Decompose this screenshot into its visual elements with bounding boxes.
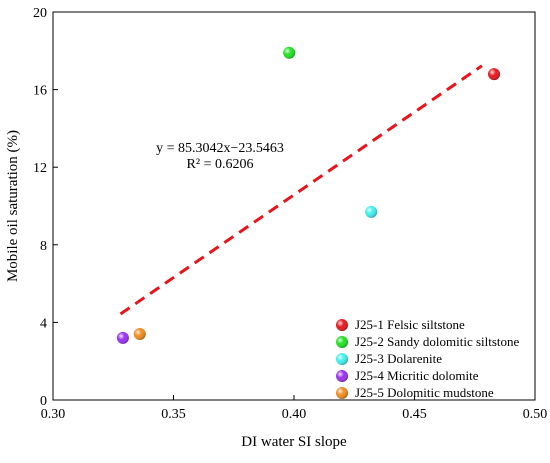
legend-label: J25-3 Dolarenite	[355, 351, 442, 366]
y-tick-label: 12	[33, 161, 47, 176]
legend-label: J25-5 Dolomitic mudstone	[355, 385, 494, 400]
legend-label: J25-1 Felsic siltstone	[355, 317, 465, 332]
x-tick-label: 0.40	[282, 407, 307, 422]
x-tick-label: 0.30	[41, 407, 66, 422]
data-point-shade	[488, 68, 500, 80]
x-axis-title: DI water SI slope	[241, 434, 347, 450]
data-point-shade	[134, 328, 146, 340]
fit-equation: y = 85.3042x−23.5463	[156, 141, 284, 156]
data-points	[117, 47, 500, 344]
data-point-shade	[117, 332, 129, 344]
data-point-shade	[283, 47, 295, 59]
legend-marker-shade	[336, 370, 348, 382]
y-tick-label: 0	[40, 394, 47, 409]
legend-marker-shade	[336, 387, 348, 399]
y-tick-label: 16	[33, 84, 47, 99]
legend-marker-shade	[336, 353, 348, 365]
legend-marker-shade	[336, 319, 348, 331]
data-point-shade	[365, 206, 377, 218]
legend-marker-shade	[336, 336, 348, 348]
axis-ticks: 0.30 0.35 0.40 0.45 0.50 0 4 8 12 16 20	[33, 6, 547, 422]
x-tick-label: 0.45	[402, 407, 427, 422]
x-tick-label: 0.35	[161, 407, 186, 422]
fit-line-group	[120, 66, 482, 314]
fit-line	[120, 66, 482, 314]
y-axis-title: Mobile oil saturation (%)	[5, 130, 21, 282]
legend-label: J25-4 Micritic dolomite	[355, 368, 479, 383]
y-tick-label: 20	[33, 6, 47, 21]
fit-r-squared: R² = 0.6206	[187, 157, 254, 172]
y-tick-label: 8	[40, 239, 47, 254]
legend: J25-1 Felsic siltstone J25-2 Sandy dolomi…	[336, 317, 520, 400]
y-tick-label: 4	[40, 316, 47, 331]
legend-label: J25-2 Sandy dolomitic siltstone	[355, 334, 520, 349]
x-tick-label: 0.50	[523, 407, 548, 422]
